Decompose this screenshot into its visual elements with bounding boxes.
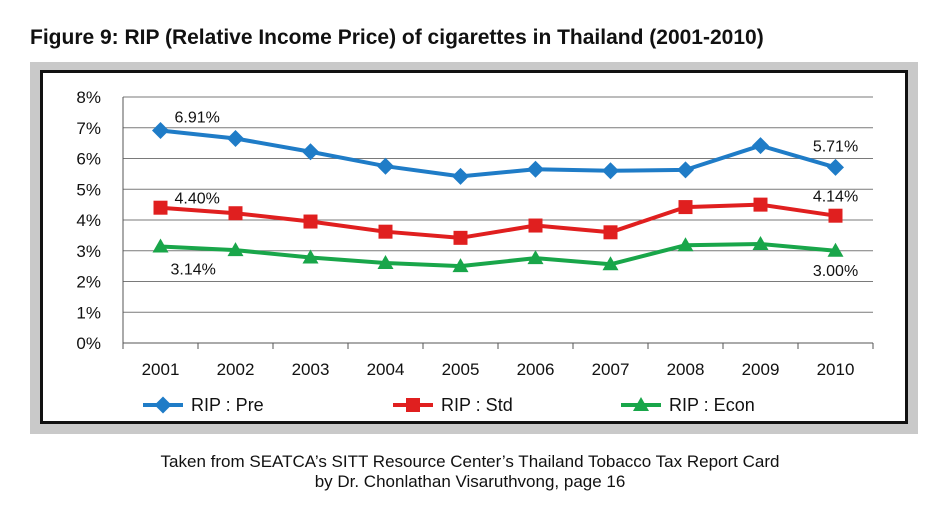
x-tick-label: 2001 <box>142 360 180 379</box>
diamond-marker <box>827 158 844 176</box>
legend-label: RIP : Pre <box>191 395 264 415</box>
triangle-marker <box>452 258 469 273</box>
x-tick-label: 2009 <box>742 360 780 379</box>
series-line <box>160 202 836 240</box>
y-tick-label: 2% <box>76 273 101 292</box>
x-tick-label: 2005 <box>442 360 480 379</box>
x-tick-label: 2004 <box>367 360 405 379</box>
square-marker <box>528 218 543 233</box>
series-rip-econ <box>152 235 844 273</box>
square-marker <box>828 208 843 223</box>
triangle-marker <box>227 242 244 257</box>
triangle-marker <box>377 255 394 270</box>
y-tick-label: 4% <box>76 211 101 230</box>
square-marker <box>303 214 318 229</box>
diamond-marker <box>602 162 619 180</box>
y-tick-label: 5% <box>76 180 101 199</box>
legend-label: RIP : Std <box>441 395 513 415</box>
x-tick-label: 2006 <box>517 360 555 379</box>
triangle-marker <box>677 237 694 252</box>
data-label: 4.14% <box>813 189 858 206</box>
triangle-marker <box>633 397 649 411</box>
series-line <box>160 128 837 179</box>
x-tick-label: 2003 <box>292 360 330 379</box>
x-tick-label: 2008 <box>667 360 705 379</box>
y-tick-label: 3% <box>76 242 101 261</box>
diamond-marker <box>302 143 319 161</box>
figure-title: Figure 9: RIP (Relative Income Price) of… <box>30 26 764 49</box>
y-tick-label: 0% <box>76 334 101 353</box>
square-marker <box>228 206 243 221</box>
y-tick-label: 8% <box>76 88 101 107</box>
diamond-marker <box>452 167 469 185</box>
diamond-marker <box>752 137 769 155</box>
legend-label: RIP : Econ <box>669 395 755 415</box>
data-label: 6.91% <box>175 110 220 127</box>
square-marker <box>753 197 768 212</box>
data-labels: 6.91% 5.71% 4.40% 4.14% 3.14% 3.00% <box>171 110 859 280</box>
square-marker <box>406 398 420 412</box>
series-layer <box>152 122 844 273</box>
triangle-marker <box>302 249 319 264</box>
data-label: 3.14% <box>171 261 216 278</box>
y-tick-label: 7% <box>76 119 101 138</box>
legend: RIP : Pre RIP : Std RIP : Econ <box>143 395 755 415</box>
y-tick-label: 6% <box>76 150 101 169</box>
source-caption: Taken from SEATCA’s SITT Resource Center… <box>0 452 940 492</box>
triangle-marker <box>752 235 769 250</box>
x-tick-label: 2002 <box>217 360 255 379</box>
data-label: 3.00% <box>813 263 858 280</box>
square-marker <box>153 200 168 215</box>
series-line <box>160 241 836 269</box>
triangle-marker <box>527 250 544 265</box>
chart-svg: 0% 1% 2% 3% 4% 5% 6% 7% 8% 2001 2002 2003 2004 2005 20… <box>76 88 874 415</box>
x-tick-label: 2010 <box>817 360 855 379</box>
triangle-marker <box>152 238 169 253</box>
diamond-marker <box>152 122 169 140</box>
diamond-marker <box>227 130 244 148</box>
data-label: 5.71% <box>813 138 858 155</box>
caption-line-2: by Dr. Chonlathan Visaruthvong, page 16 <box>314 472 626 491</box>
square-marker <box>678 200 693 215</box>
x-tick-label: 2007 <box>592 360 630 379</box>
triangle-marker <box>827 242 844 257</box>
diamond-marker <box>154 396 172 414</box>
series-rip-pre <box>152 122 844 185</box>
axes: 0% 1% 2% 3% 4% 5% 6% 7% 8% 2001 2002 2003 2004 2005 20… <box>76 88 874 379</box>
diamond-marker <box>377 157 394 175</box>
diamond-marker <box>527 160 544 178</box>
data-label: 4.40% <box>175 191 220 208</box>
square-marker <box>378 224 393 239</box>
diamond-marker <box>677 161 694 179</box>
series-rip-std <box>153 197 843 245</box>
caption-line-1: Taken from SEATCA’s SITT Resource Center… <box>160 452 780 471</box>
triangle-marker <box>602 256 619 271</box>
square-marker <box>453 230 468 245</box>
y-tick-label: 1% <box>76 303 101 322</box>
square-marker <box>603 225 618 240</box>
chart-frame: 0% 1% 2% 3% 4% 5% 6% 7% 8% 2001 2002 2003 2004 2005 20… <box>40 70 908 424</box>
